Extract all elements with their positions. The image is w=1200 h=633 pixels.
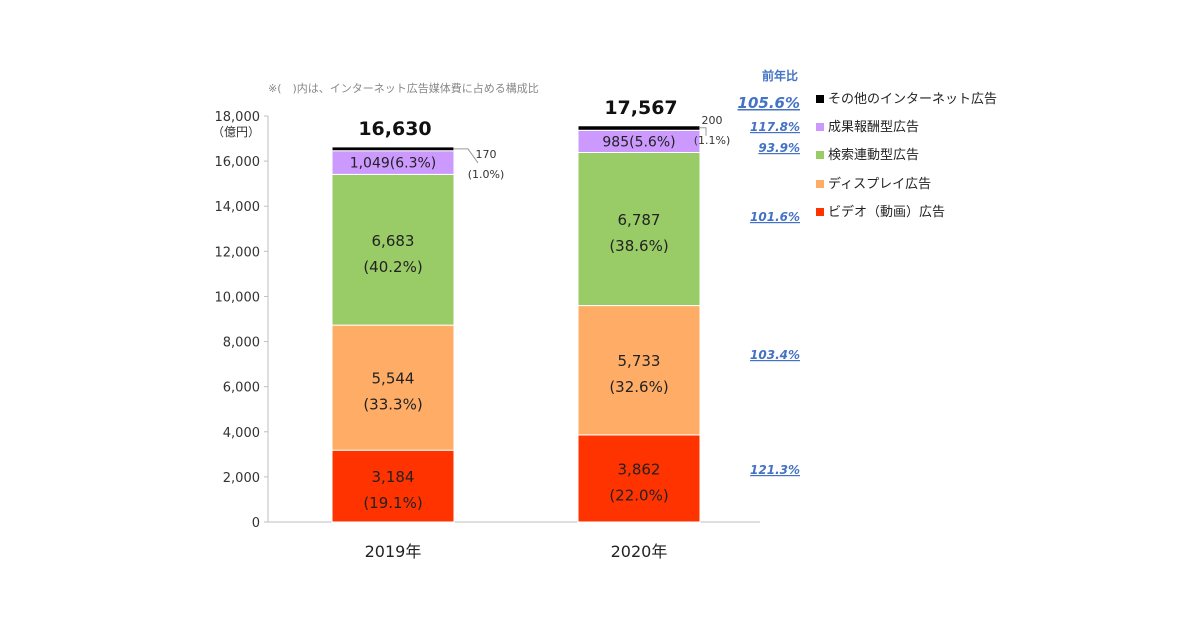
- yoy-label: 121.3%: [750, 463, 800, 477]
- yoy-label: 103.4%: [750, 348, 800, 362]
- bar-segment: [577, 434, 701, 523]
- chart-note: ※( )内は、インターネット広告媒体費に占める構成比: [268, 81, 539, 95]
- bar-share-label: (19.1%): [363, 494, 422, 512]
- legend-label: 検索連動型広告: [828, 148, 919, 163]
- x-category-label: 2019年: [365, 542, 422, 561]
- y-tick-label: 14,000: [215, 200, 261, 215]
- legend-label: ディスプレイ広告: [828, 176, 931, 192]
- legend-swatch: [816, 123, 824, 131]
- bar-share-label: (40.2%): [363, 258, 422, 276]
- yoy-total: 105.6%: [738, 94, 800, 112]
- bar-value-label: 3,184: [372, 468, 415, 486]
- yoy-label: 93.9%: [758, 141, 800, 155]
- bar-segment: [331, 146, 455, 152]
- bar-segment: [331, 449, 455, 523]
- legend-swatch: [816, 180, 824, 188]
- bar-value-label: 5,733: [618, 352, 661, 370]
- y-unit-label: （億円）: [212, 125, 260, 139]
- yoy-label: 101.6%: [750, 210, 800, 224]
- legend-label: 成果報酬型広告: [828, 120, 919, 135]
- callout-line: [454, 148, 479, 164]
- y-tick-label: 2,000: [223, 471, 260, 486]
- legend-swatch: [816, 95, 824, 103]
- y-tick-label: 6,000: [223, 381, 260, 396]
- bar-share-label: (22.0%): [609, 486, 668, 504]
- bar-share-label: (38.6%): [609, 237, 668, 255]
- y-tick-label: 8,000: [223, 336, 260, 351]
- bar-share-label: (32.6%): [609, 378, 668, 396]
- legend-swatch: [816, 151, 824, 159]
- bar-share-label: (33.3%): [363, 396, 422, 414]
- bar-value-label: 5,544: [372, 370, 415, 388]
- legend-label: ビデオ（動画）広告: [828, 204, 945, 220]
- bar-value-label: 985(5.6%): [602, 134, 675, 150]
- bar-segment: [577, 125, 701, 131]
- yoy-label: 117.8%: [750, 120, 800, 134]
- bar-segment: [577, 151, 701, 307]
- other-share-label: (1.0%): [468, 168, 505, 181]
- y-tick-label: 12,000: [215, 245, 261, 260]
- legend-label: その他のインターネット広告: [828, 92, 997, 107]
- x-category-label: 2020年: [611, 542, 668, 561]
- other-value-label: 170: [476, 148, 497, 161]
- y-tick-label: 0: [252, 516, 260, 531]
- legend-swatch: [816, 208, 824, 216]
- y-tick-label: 4,000: [223, 426, 260, 441]
- bar-segment: [331, 324, 455, 451]
- callout-line: [700, 127, 707, 136]
- bar-value-label: 6,787: [618, 211, 661, 229]
- y-tick-label: 10,000: [215, 290, 261, 305]
- other-share-label: (1.1%): [694, 134, 731, 147]
- bar-segment: [577, 305, 701, 436]
- legend-yoy-title: 前年比: [762, 68, 798, 83]
- bar-value-label: 1,049(6.3%): [350, 156, 437, 172]
- y-tick-label: 16,000: [215, 155, 261, 170]
- bar-total-label: 17,567: [604, 97, 677, 119]
- bar-value-label: 6,683: [372, 232, 415, 250]
- y-tick-label: 18,000: [215, 110, 261, 125]
- other-value-label: 200: [702, 114, 723, 127]
- bar-total-label: 16,630: [358, 118, 431, 140]
- bar-value-label: 3,862: [618, 460, 661, 478]
